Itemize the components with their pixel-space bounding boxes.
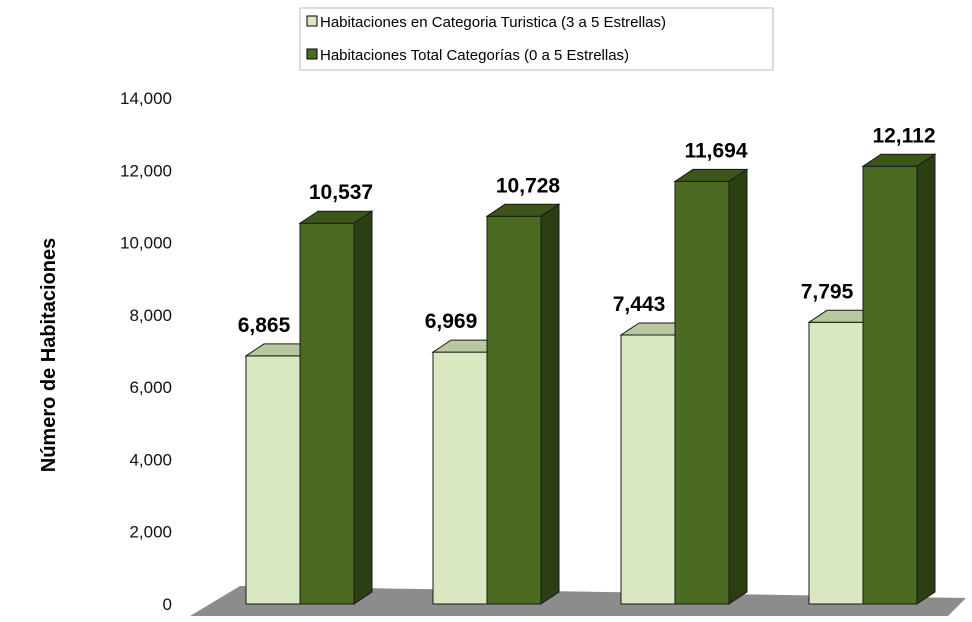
y-axis-ticks: 0 2,000 4,000 6,000 8,000 10,000 12,000 14,000 [120,89,172,614]
data-label-series-1: 7,795 [801,280,854,303]
y-tick-label: 2,000 [129,523,172,542]
legend-box [299,7,774,71]
data-label-series-1: 7,443 [613,293,666,316]
y-tick-label: 0 [163,595,172,614]
y-tick-label: 4,000 [129,450,172,469]
bar-series-1 [620,334,676,605]
bar-series-2 [862,165,918,605]
bar-series-1 [245,355,301,605]
y-tick-label: 6,000 [129,378,172,397]
bar-side-series-2 [916,153,936,605]
bars [244,153,937,605]
legend-swatch-series-1 [306,15,318,27]
bar-series-2 [299,222,355,605]
data-label-series-2: 12,112 [872,124,935,147]
bar-series-2 [486,215,542,605]
bar-series-2 [674,180,730,605]
legend-label-series-2: Habitaciones Total Categorías (0 a 5 Est… [320,47,629,64]
legend: Habitaciones en Categoria Turistica (3 a… [299,7,774,71]
y-axis-label: Número de Habitaciones [38,238,60,473]
chart-floor-plane [190,586,966,616]
bar-series-1 [808,321,864,605]
data-label-series-1: 6,865 [238,314,291,337]
y-tick-label: 10,000 [120,234,172,253]
data-label-series-1: 6,969 [425,310,478,333]
bar-series-1 [432,351,488,605]
data-label-series-2: 10,728 [496,174,561,197]
y-tick-label: 12,000 [120,161,172,180]
chart-floor [190,586,966,616]
legend-label-series-1: Habitaciones en Categoria Turistica (3 a… [320,14,666,31]
bar-side-series-2 [353,210,373,605]
data-label-series-2: 10,537 [309,181,373,204]
bar-side-series-2 [540,203,560,605]
y-tick-label: 8,000 [129,306,172,325]
legend-swatch-series-2 [306,48,318,60]
y-tick-label: 14,000 [120,89,172,108]
data-labels: 6,865 10,537 6,969 10,728 7,443 11,694 7,795 12… [238,124,936,337]
bar-side-series-2 [728,168,748,605]
data-label-series-2: 11,694 [684,139,747,162]
